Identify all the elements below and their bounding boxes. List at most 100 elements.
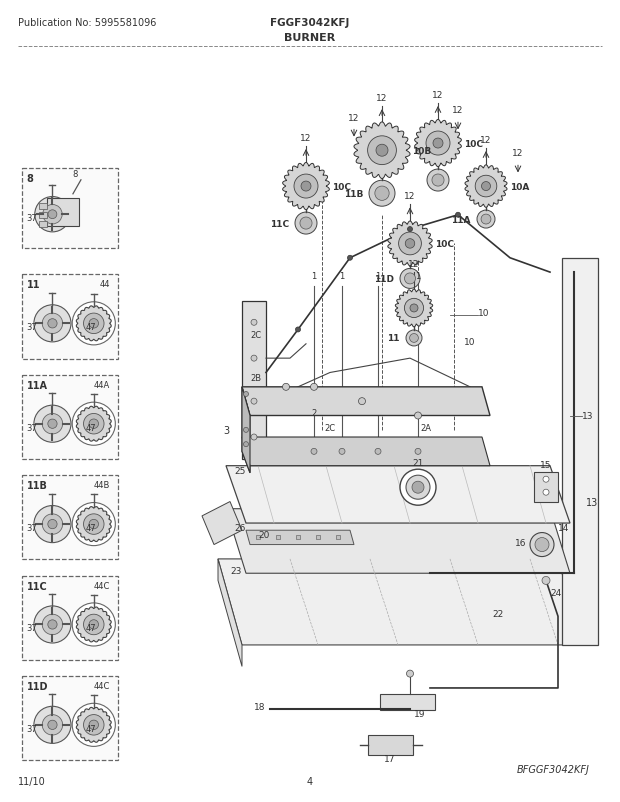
Circle shape (475, 176, 497, 197)
Text: 11C: 11C (270, 219, 289, 229)
Polygon shape (246, 531, 354, 545)
Circle shape (42, 514, 63, 535)
Circle shape (301, 182, 311, 192)
Text: 25: 25 (234, 466, 246, 476)
Text: 3: 3 (223, 425, 229, 435)
Text: 1: 1 (375, 272, 381, 281)
Text: eplacementParts.com: eplacementParts.com (282, 483, 418, 496)
Polygon shape (242, 437, 490, 466)
Circle shape (48, 419, 57, 429)
Text: 13: 13 (586, 497, 598, 507)
FancyBboxPatch shape (22, 275, 118, 359)
Polygon shape (76, 507, 111, 542)
FancyBboxPatch shape (39, 221, 47, 228)
Circle shape (535, 538, 549, 552)
Polygon shape (562, 258, 598, 645)
Text: 2C: 2C (251, 330, 262, 339)
Text: 12: 12 (376, 94, 388, 103)
Polygon shape (76, 306, 111, 342)
FancyBboxPatch shape (296, 536, 300, 540)
Text: 1: 1 (339, 272, 345, 281)
Circle shape (543, 489, 549, 496)
Circle shape (530, 533, 554, 557)
Circle shape (84, 614, 104, 635)
Text: 12: 12 (480, 136, 492, 145)
Text: 18: 18 (254, 703, 265, 711)
Circle shape (376, 145, 388, 157)
Text: 37: 37 (27, 623, 37, 633)
Circle shape (48, 210, 57, 219)
Text: FGGF3042KFJ: FGGF3042KFJ (270, 18, 350, 28)
Text: 15: 15 (540, 460, 552, 470)
Circle shape (34, 707, 71, 743)
Circle shape (300, 217, 312, 230)
Circle shape (251, 356, 257, 362)
Circle shape (456, 213, 461, 218)
Text: 1: 1 (311, 272, 317, 281)
Circle shape (89, 319, 99, 329)
Circle shape (481, 215, 491, 225)
Text: 19: 19 (414, 710, 426, 719)
Polygon shape (218, 559, 582, 645)
Text: 44C: 44C (94, 581, 110, 589)
FancyBboxPatch shape (368, 735, 413, 755)
Circle shape (72, 603, 115, 646)
FancyBboxPatch shape (22, 476, 118, 560)
Circle shape (427, 170, 449, 192)
FancyBboxPatch shape (534, 472, 558, 503)
FancyBboxPatch shape (39, 213, 47, 218)
Polygon shape (465, 166, 507, 208)
Circle shape (72, 503, 115, 546)
Circle shape (477, 211, 495, 229)
Text: 47: 47 (86, 723, 96, 733)
Circle shape (48, 620, 57, 630)
Circle shape (426, 132, 450, 156)
Text: 11D: 11D (374, 274, 394, 284)
Text: 23: 23 (230, 566, 241, 576)
Polygon shape (396, 290, 433, 327)
Circle shape (84, 414, 104, 435)
Circle shape (244, 392, 249, 397)
Polygon shape (202, 502, 242, 545)
Text: 24: 24 (550, 588, 561, 597)
Circle shape (89, 620, 99, 630)
Text: 10B: 10B (412, 147, 432, 156)
Circle shape (369, 181, 395, 207)
Text: 12: 12 (453, 106, 464, 115)
Text: 37: 37 (27, 423, 37, 432)
Circle shape (406, 330, 422, 346)
Circle shape (34, 306, 71, 342)
Circle shape (482, 182, 490, 192)
FancyBboxPatch shape (22, 375, 118, 460)
Circle shape (296, 327, 301, 333)
FancyBboxPatch shape (276, 536, 280, 540)
Circle shape (404, 299, 423, 318)
Text: 11C: 11C (27, 581, 48, 591)
Circle shape (542, 577, 550, 585)
Circle shape (311, 384, 317, 391)
FancyBboxPatch shape (39, 204, 47, 209)
Circle shape (84, 715, 104, 735)
Text: 2B: 2B (251, 373, 262, 383)
Text: 44: 44 (99, 280, 110, 289)
Text: Publication No: 5995581096: Publication No: 5995581096 (18, 18, 156, 28)
Text: 26: 26 (234, 524, 246, 533)
Text: 44A: 44A (94, 380, 110, 389)
Circle shape (410, 334, 418, 343)
Circle shape (283, 384, 290, 391)
Circle shape (432, 175, 444, 187)
FancyBboxPatch shape (336, 536, 340, 540)
Circle shape (72, 403, 115, 446)
Text: 10C: 10C (332, 182, 351, 192)
Circle shape (404, 273, 415, 285)
Circle shape (368, 136, 396, 165)
Circle shape (407, 670, 414, 677)
Circle shape (410, 305, 418, 313)
Text: 37: 37 (27, 723, 37, 733)
Polygon shape (242, 387, 250, 473)
Circle shape (84, 314, 104, 334)
Text: 37: 37 (27, 213, 37, 223)
Circle shape (406, 476, 430, 500)
Text: 10C: 10C (435, 240, 454, 249)
Text: 2A: 2A (420, 423, 432, 432)
